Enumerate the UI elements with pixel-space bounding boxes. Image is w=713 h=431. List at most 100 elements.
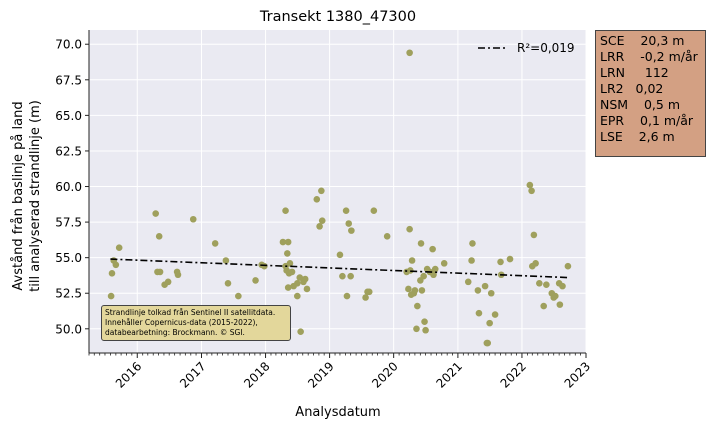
data-point: [492, 311, 499, 318]
data-point: [482, 283, 489, 290]
x-tick-label: 2019: [305, 359, 336, 390]
data-point: [348, 227, 355, 234]
data-point: [476, 310, 483, 317]
data-point: [422, 327, 429, 334]
y-axis-label-line1: Avstånd från baslinje på land: [11, 101, 26, 290]
data-point: [409, 257, 416, 264]
data-point: [507, 256, 514, 263]
data-point: [235, 293, 242, 300]
stat-value: 0,02: [636, 81, 664, 96]
note-line: Innehåller Copernicus-data (2015-2022),: [105, 318, 287, 328]
y-tick-label: 65.0: [55, 109, 82, 123]
data-point: [337, 252, 344, 259]
y-tick-label: 55.0: [55, 251, 82, 265]
y-tick-label: 67.5: [55, 73, 82, 87]
data-point: [156, 233, 163, 240]
data-point: [543, 281, 550, 288]
data-point: [421, 318, 428, 325]
data-point: [406, 49, 413, 56]
data-point: [289, 269, 296, 276]
note-line: databearbetning: Brockmann. © SGI.: [105, 328, 287, 338]
data-point: [223, 257, 230, 264]
data-point: [344, 293, 351, 300]
y-tick-label: 52.5: [55, 287, 82, 301]
data-point: [294, 293, 301, 300]
data-point: [345, 220, 352, 227]
data-point: [165, 279, 172, 286]
data-point: [406, 226, 413, 233]
x-tick-label: 2018: [241, 359, 272, 390]
stat-key: LRR: [600, 49, 624, 64]
data-point: [413, 326, 420, 333]
data-point: [552, 293, 559, 300]
data-point: [113, 261, 120, 268]
x-tick-label: 2022: [498, 359, 529, 390]
data-point: [252, 277, 259, 284]
y-axis-label-line2: till analyserad strandlinje (m): [28, 100, 43, 292]
y-tick-label: 70.0: [55, 38, 82, 52]
data-point: [157, 269, 164, 276]
data-point: [475, 287, 482, 294]
stat-value: 2,6 m: [639, 129, 675, 144]
stat-key: NSM: [600, 97, 628, 112]
stat-value: 0,5 m: [644, 97, 680, 112]
stat-row-sce: SCE 20,3 m: [600, 33, 701, 49]
stat-row-lrr: LRR -0,2 m/år: [600, 49, 701, 65]
data-point: [319, 217, 326, 224]
data-point: [116, 244, 123, 251]
data-point: [484, 340, 491, 347]
data-point: [527, 182, 534, 189]
data-point: [532, 260, 539, 267]
legend-label: R²=0,019: [517, 41, 575, 55]
data-point: [297, 328, 304, 335]
data-point: [432, 266, 439, 273]
x-tick-label: 2023: [562, 359, 593, 390]
x-tick-label: 2020: [369, 359, 400, 390]
data-point: [528, 187, 535, 194]
data-point: [190, 216, 197, 223]
data-point: [486, 320, 493, 327]
note-line: Strandlinje tolkad från Sentinel II sate…: [105, 308, 287, 318]
data-point: [412, 287, 419, 294]
data-point: [225, 280, 232, 287]
data-point: [497, 259, 504, 266]
stat-value: 20,3 m: [640, 33, 684, 48]
chart-title: Transekt 1380_47300: [259, 9, 416, 25]
data-point: [313, 196, 320, 203]
y-tick-label: 62.5: [55, 144, 82, 158]
statistics-box: SCE 20,3 m LRR -0,2 m/år LRN 112 LR2 0,0…: [595, 30, 706, 157]
data-point: [304, 286, 311, 293]
stat-row-nsm: NSM 0,5 m: [600, 97, 701, 113]
data-point: [419, 287, 426, 294]
data-point: [414, 303, 421, 310]
data-point: [347, 273, 354, 280]
data-point: [294, 280, 301, 287]
attribution-note: Strandlinje tolkad från Sentinel II sate…: [101, 305, 291, 341]
data-point: [441, 260, 448, 267]
data-point: [302, 276, 309, 283]
data-point: [465, 279, 472, 286]
data-point: [371, 207, 378, 214]
x-tick-label: 2016: [113, 359, 144, 390]
stat-row-epr: EPR 0,1 m/år: [600, 113, 701, 129]
data-point: [108, 293, 115, 300]
y-tick-label: 60.0: [55, 180, 82, 194]
data-point: [175, 271, 182, 278]
x-tick-label: 2017: [177, 359, 208, 390]
data-point: [316, 223, 323, 230]
data-point: [488, 290, 495, 297]
data-point: [420, 273, 427, 280]
y-tick-label: 57.5: [55, 216, 82, 230]
data-point: [152, 210, 159, 217]
data-point: [318, 187, 325, 194]
stat-value: 112: [645, 65, 669, 80]
stat-key: EPR: [600, 113, 624, 128]
data-point: [261, 263, 268, 270]
data-point: [109, 270, 116, 277]
data-point: [540, 303, 547, 310]
data-point: [559, 283, 566, 290]
stat-key: LSE: [600, 129, 623, 144]
data-point: [284, 250, 291, 257]
data-point: [285, 239, 292, 246]
data-point: [212, 240, 219, 247]
